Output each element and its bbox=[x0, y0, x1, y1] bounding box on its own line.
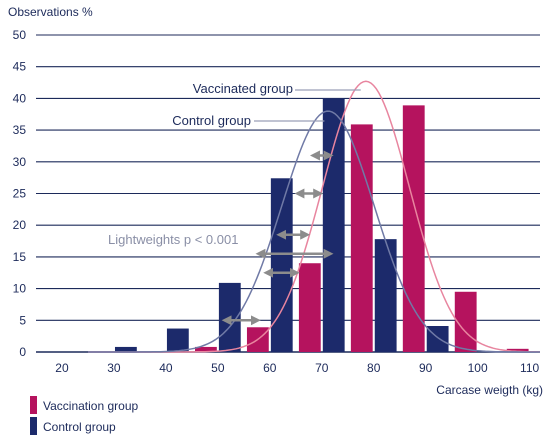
y-tick-20: 20 bbox=[13, 218, 27, 232]
bar-control-85 bbox=[374, 239, 397, 352]
y-tick-50: 50 bbox=[13, 28, 27, 42]
x-tick-60: 60 bbox=[263, 361, 277, 375]
x-axis-label: Carcase weigth (kg) bbox=[436, 383, 543, 397]
x-tick-50: 50 bbox=[211, 361, 225, 375]
y-tick-0: 0 bbox=[19, 345, 26, 359]
bar-vaccination-65 bbox=[298, 263, 321, 352]
bar-vaccination-105 bbox=[506, 348, 529, 352]
bar-control-45 bbox=[166, 328, 189, 352]
y-tick-15: 15 bbox=[13, 250, 27, 264]
y-tick-30: 30 bbox=[13, 155, 27, 169]
y-axis-label: Observations % bbox=[8, 5, 93, 19]
bar-vaccination-75 bbox=[350, 124, 373, 352]
y-tick-35: 35 bbox=[13, 123, 27, 137]
y-tick-10: 10 bbox=[13, 282, 27, 296]
lightweights-annotation: Lightweights p < 0.001 bbox=[108, 232, 238, 247]
bar-control-35 bbox=[114, 346, 137, 352]
shift-arrows bbox=[221, 150, 334, 326]
legend-label-vaccination: Vaccination group bbox=[43, 399, 139, 413]
bar-vaccination-85 bbox=[402, 105, 425, 353]
legend-swatch-control bbox=[30, 417, 37, 435]
y-tick-labels: 0 5 10 15 20 25 30 35 40 45 50 bbox=[13, 28, 27, 359]
y-tick-45: 45 bbox=[13, 60, 27, 74]
legend-label-control: Control group bbox=[43, 420, 116, 434]
x-tick-40: 40 bbox=[159, 361, 173, 375]
y-tick-40: 40 bbox=[13, 91, 27, 105]
x-tick-labels: 20 30 40 50 60 70 80 90 100 110 bbox=[55, 361, 539, 375]
x-tick-100: 100 bbox=[468, 361, 488, 375]
x-tick-30: 30 bbox=[107, 361, 121, 375]
vaccinated-curve-label: Vaccinated group bbox=[193, 81, 293, 96]
normal-curves bbox=[88, 80, 540, 353]
x-tick-70: 70 bbox=[315, 361, 329, 375]
bar-vaccination-45 bbox=[194, 346, 217, 352]
y-tick-25: 25 bbox=[13, 187, 27, 201]
x-tick-20: 20 bbox=[55, 361, 69, 375]
bar-control-75 bbox=[322, 98, 345, 353]
curve-control bbox=[88, 110, 540, 353]
x-tick-110: 110 bbox=[520, 361, 539, 375]
x-tick-80: 80 bbox=[367, 361, 381, 375]
y-tick-5: 5 bbox=[19, 313, 26, 327]
control-curve-label: Control group bbox=[172, 113, 251, 128]
bars bbox=[114, 98, 529, 353]
legend-swatch-vaccination bbox=[30, 396, 37, 414]
x-tick-90: 90 bbox=[419, 361, 433, 375]
legend: Vaccination group Control group bbox=[30, 396, 139, 435]
